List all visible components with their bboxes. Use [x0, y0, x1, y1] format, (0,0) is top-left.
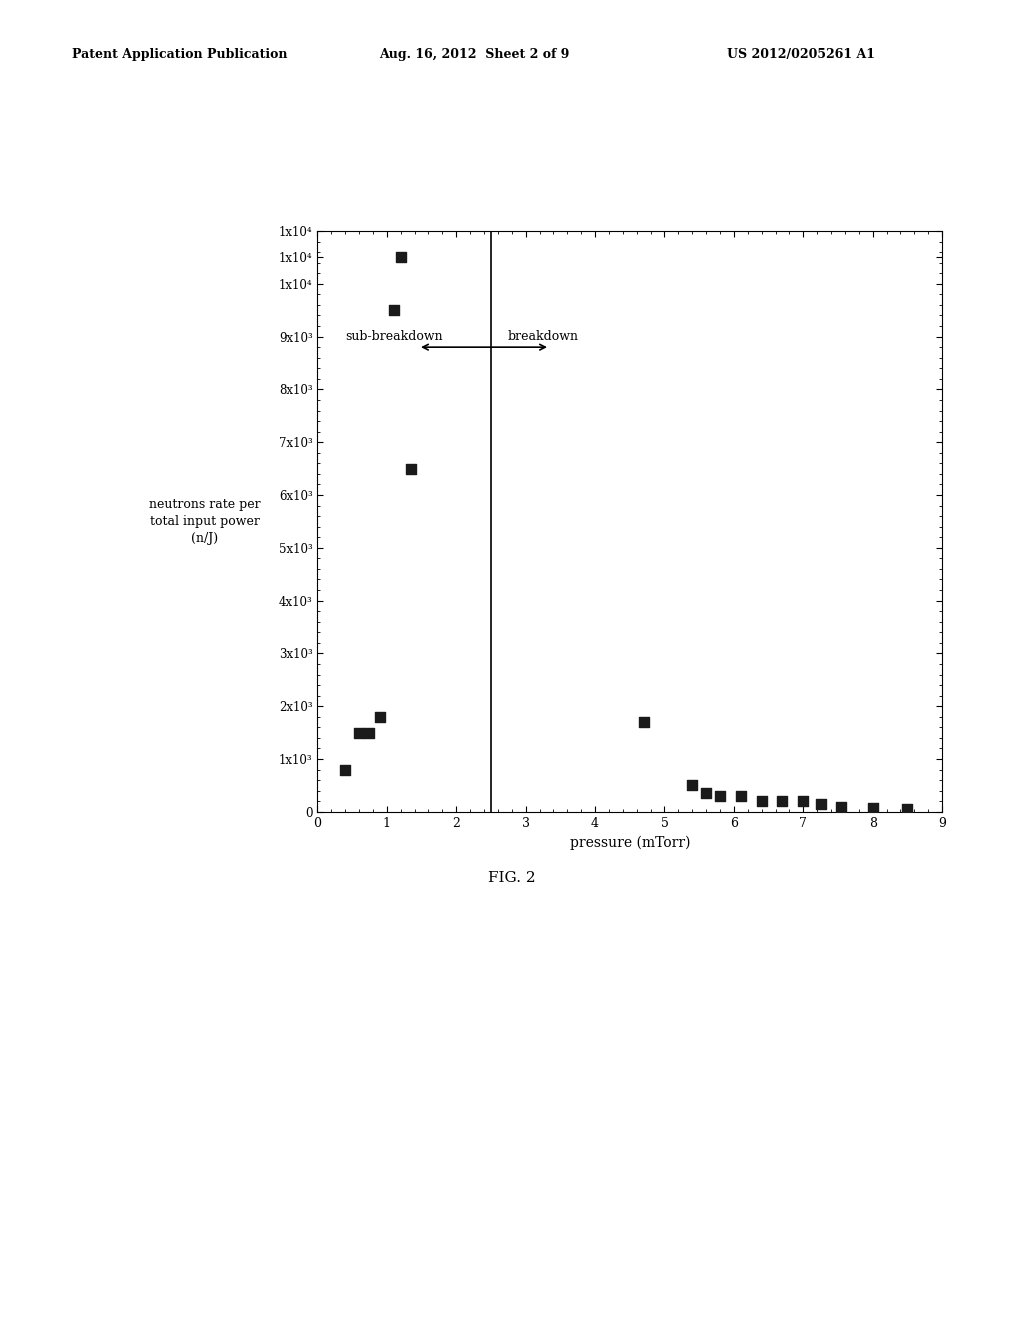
- X-axis label: pressure (mTorr): pressure (mTorr): [569, 836, 690, 850]
- Point: [834, 796, 850, 817]
- Text: FIG. 2: FIG. 2: [488, 871, 536, 886]
- Point: [337, 759, 353, 780]
- Point: [698, 783, 715, 804]
- Text: Aug. 16, 2012  Sheet 2 of 9: Aug. 16, 2012 Sheet 2 of 9: [379, 48, 569, 61]
- Point: [774, 791, 791, 812]
- Point: [754, 791, 770, 812]
- Point: [361, 722, 378, 743]
- Text: breakdown: breakdown: [508, 330, 579, 343]
- Text: (n/J): (n/J): [191, 532, 218, 545]
- Point: [899, 799, 915, 820]
- Text: sub-breakdown: sub-breakdown: [345, 330, 442, 343]
- Point: [636, 711, 652, 733]
- Text: US 2012/0205261 A1: US 2012/0205261 A1: [727, 48, 876, 61]
- Point: [351, 722, 368, 743]
- Point: [864, 797, 881, 818]
- Point: [392, 247, 409, 268]
- Point: [812, 793, 828, 814]
- Point: [372, 706, 388, 727]
- Text: Patent Application Publication: Patent Application Publication: [72, 48, 287, 61]
- Point: [712, 785, 728, 807]
- Point: [386, 300, 402, 321]
- Point: [402, 458, 420, 479]
- Point: [732, 785, 749, 807]
- Point: [795, 791, 811, 812]
- Text: total input power: total input power: [150, 515, 260, 528]
- Point: [684, 775, 700, 796]
- Text: neutrons rate per: neutrons rate per: [148, 498, 261, 511]
